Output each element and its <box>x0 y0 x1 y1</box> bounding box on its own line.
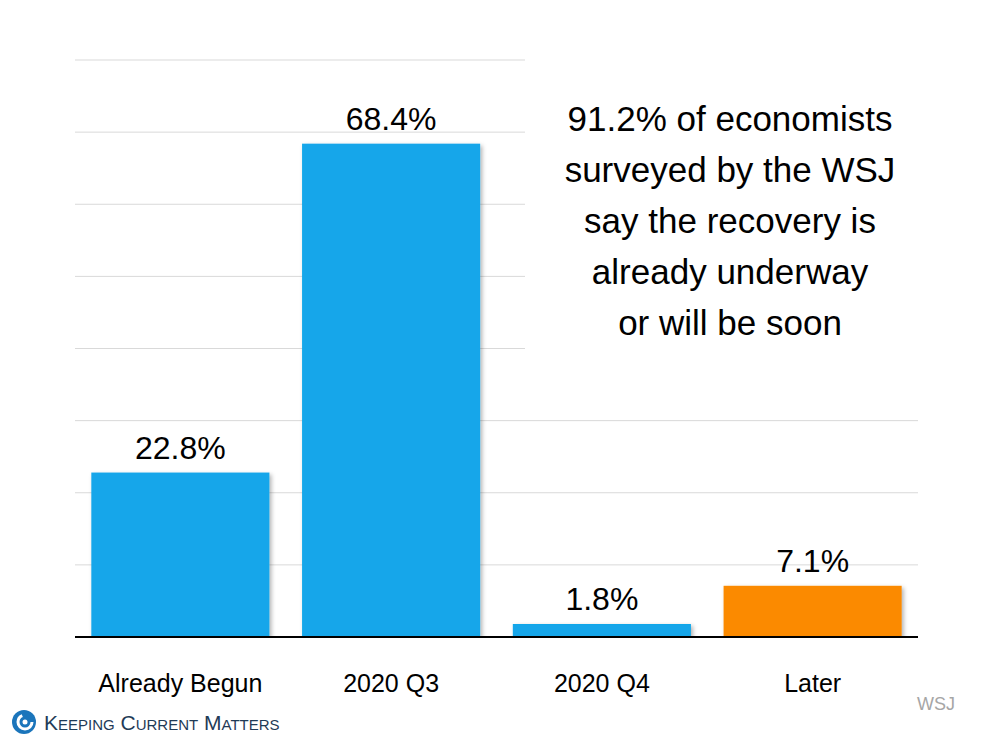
data-label: 7.1% <box>776 543 849 579</box>
source: WSJ <box>917 694 955 714</box>
x-tick-label: 2020 Q3 <box>343 669 439 697</box>
annotation-line: already underway <box>592 252 869 291</box>
bar <box>302 144 480 637</box>
x-tick-labels: Already Begun 2020 Q3 2020 Q4 Later <box>98 669 841 697</box>
x-tick-label: 2020 Q4 <box>554 669 650 697</box>
logo-text: Keeping Current Matters <box>44 711 280 734</box>
data-label: 1.8% <box>565 581 638 617</box>
logo-icon <box>12 710 36 734</box>
bar <box>91 473 269 637</box>
logo: Keeping Current Matters <box>12 710 280 734</box>
annotation-line: say the recovery is <box>584 201 876 240</box>
bar <box>724 586 902 637</box>
grid-line <box>75 420 918 421</box>
chart: 22.8% 68.4% 1.8% 7.1% Already Begun 2020 Q3 20… <box>0 0 1000 750</box>
x-tick-label: Later <box>784 669 841 697</box>
data-label: 22.8% <box>135 430 226 466</box>
x-tick-label: Already Begun <box>98 669 262 697</box>
bars <box>91 144 901 637</box>
annotation-line: or will be soon <box>618 303 842 342</box>
annotation-line: 91.2% of economists <box>568 99 893 138</box>
page: {"chart_data": {"type": "bar", "categori… <box>0 0 1000 750</box>
annotation-line: surveyed by the WSJ <box>565 150 896 189</box>
data-label: 68.4% <box>346 101 437 137</box>
annotation: 91.2% of economists surveyed by the WSJ sa… <box>565 99 896 342</box>
bar <box>513 624 691 637</box>
logo-swirl <box>18 715 32 729</box>
logo-dot <box>23 720 28 725</box>
x-axis-line <box>75 636 918 638</box>
annotation-box <box>525 54 935 364</box>
